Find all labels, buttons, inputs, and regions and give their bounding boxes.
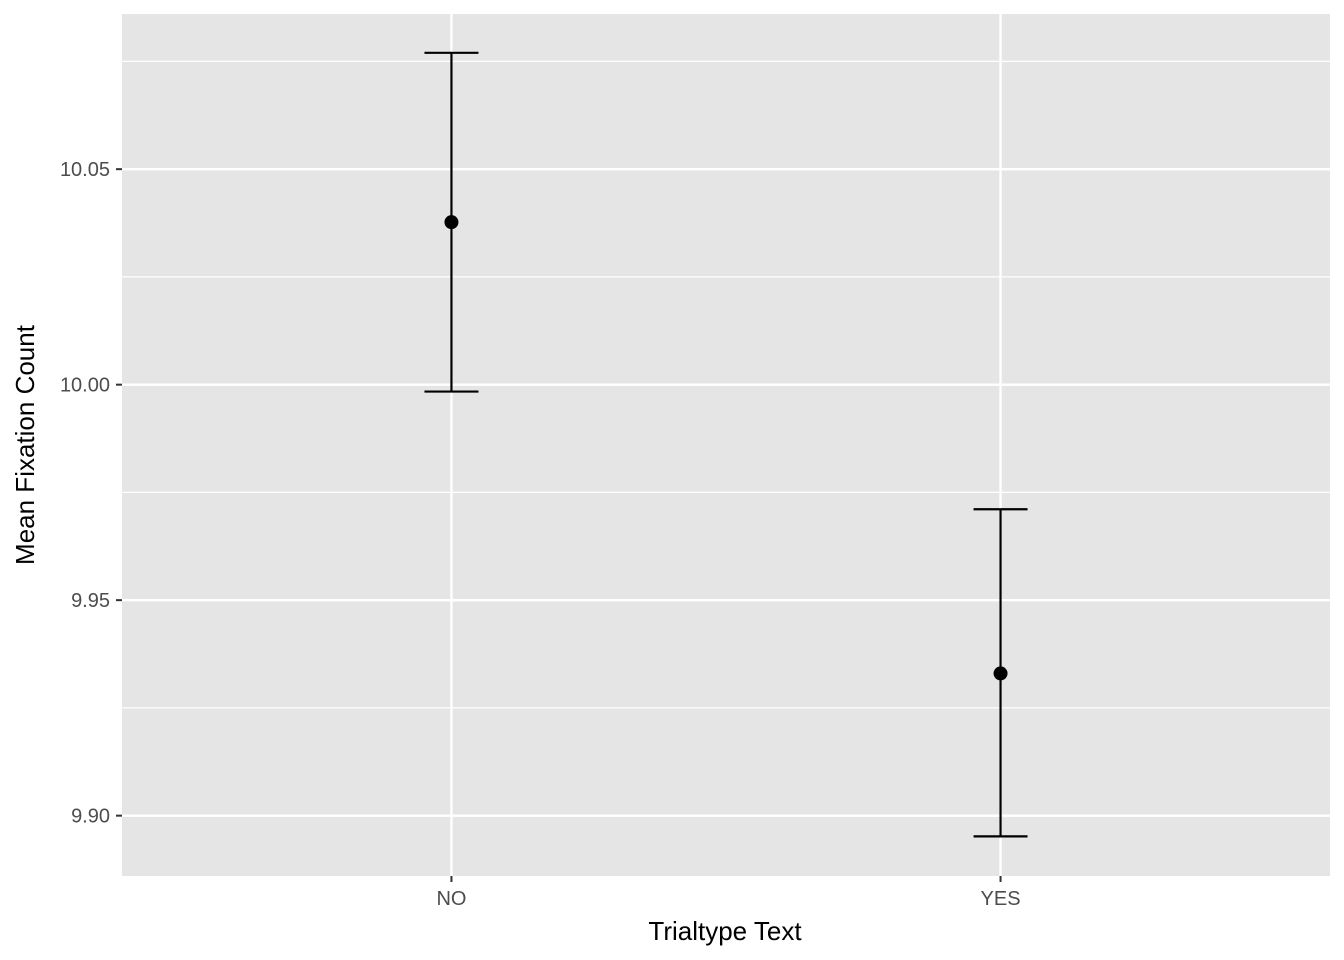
axes: 9.90 9.95 10.00 10.05 NO YES <box>60 159 1021 910</box>
data-point <box>444 215 459 230</box>
y-tick-label: 10.00 <box>60 375 110 397</box>
y-tick-label: 9.95 <box>71 590 110 612</box>
data-marks <box>424 51 1028 838</box>
y-axis-title: Mean Fixation Count <box>10 324 40 565</box>
y-tick-label: 9.90 <box>71 806 110 828</box>
plot-panel <box>122 14 1330 876</box>
y-tick-label: 10.05 <box>60 159 110 181</box>
x-tick-label: NO <box>436 888 466 910</box>
minor-gridlines <box>122 60 1330 709</box>
data-point <box>993 666 1008 681</box>
x-axis-title: Trialtype Text <box>648 916 802 946</box>
x-tick-label: YES <box>981 888 1021 910</box>
